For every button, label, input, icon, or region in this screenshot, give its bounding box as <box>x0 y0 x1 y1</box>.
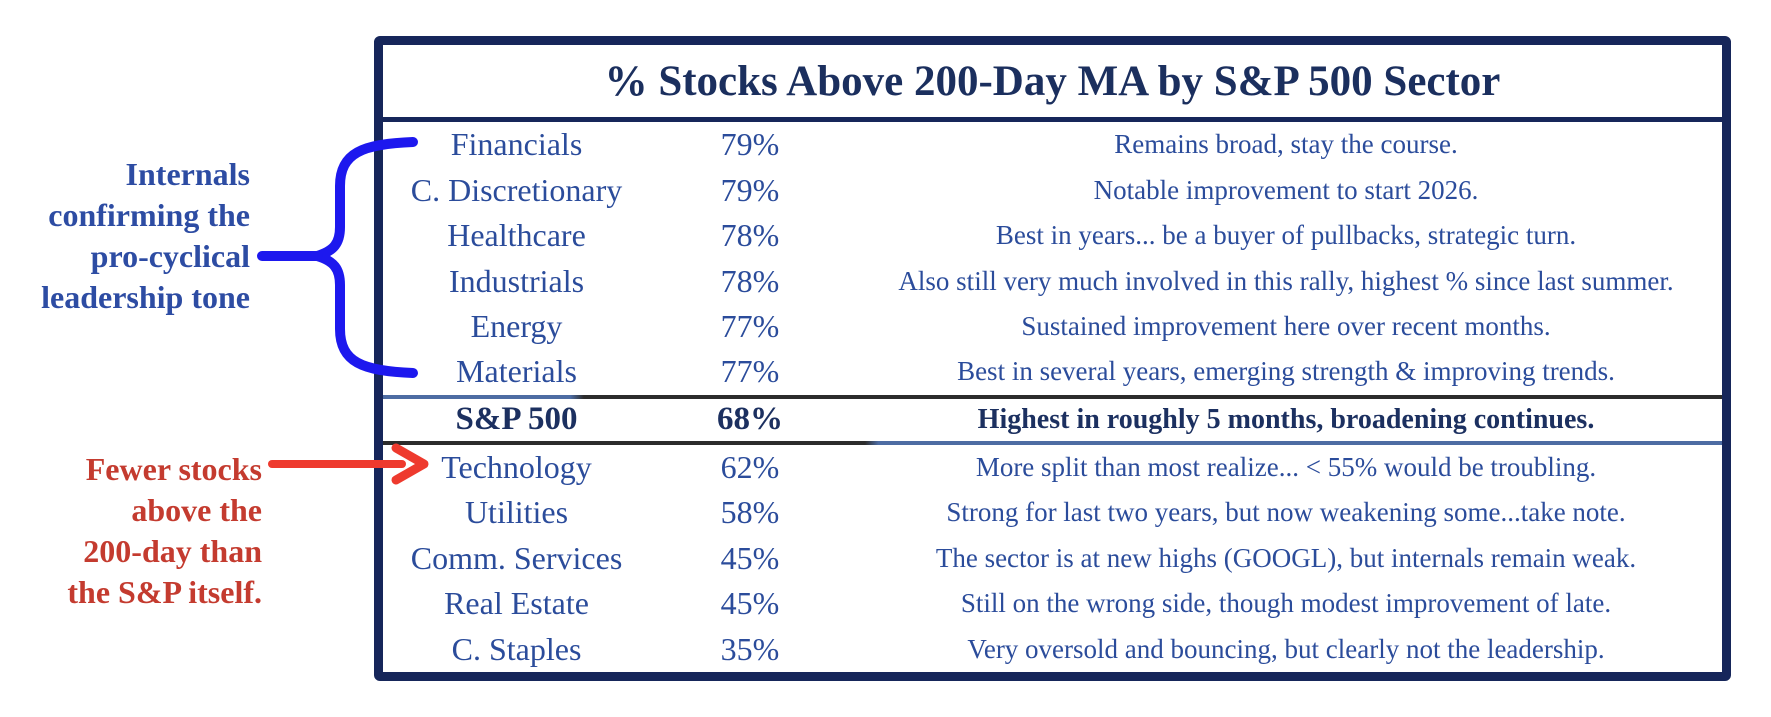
blue-annotation-line: Internals <box>125 156 250 192</box>
pct-cell: 62% <box>720 448 780 485</box>
sector-cell: C. Discretionary <box>410 171 623 208</box>
comment-cell: More split than most realize... < 55% wo… <box>975 451 1597 482</box>
table-rows: Financials 79% Remains broad, stay the cou… <box>383 122 1722 672</box>
sector-cell: Healthcare <box>447 217 586 254</box>
sector-cell: Financials <box>450 126 583 163</box>
table-row: C. Staples 35% Very oversold and bouncing,… <box>383 627 1722 672</box>
pct-cell: 79% <box>720 171 780 208</box>
comment-cell: Still on the wrong side, though modest i… <box>960 588 1612 619</box>
benchmark-divider-bottom <box>383 440 1722 445</box>
blue-annotation: Internals confirming the pro-cyclical le… <box>0 154 250 318</box>
pct-cell: 45% <box>720 539 780 576</box>
comment-cell: Highest in roughly 5 months, broadening … <box>977 403 1595 435</box>
pct-cell: 79% <box>720 126 780 163</box>
pct-cell: 35% <box>720 630 780 667</box>
red-annotation-line: Fewer stocks <box>85 451 262 487</box>
comment-cell: Also still very much involved in this ra… <box>898 265 1674 296</box>
table-row: Materials 77% Best in several years, emerg… <box>383 349 1722 394</box>
comment-cell: Notable improvement to start 2026. <box>1093 174 1479 205</box>
comment-cell: The sector is at new highs (GOOGL), but … <box>935 542 1637 573</box>
comment-cell: Best in years... be a buyer of pullbacks… <box>995 220 1577 251</box>
pct-cell: 68% <box>717 401 783 438</box>
table-row: Technology 62% More split than most realiz… <box>383 445 1722 490</box>
benchmark-row: S&P 500 68% Highest in roughly 5 months, b… <box>383 399 1722 441</box>
pct-cell: 78% <box>720 217 780 254</box>
table-title: % Stocks Above 200-Day MA by S&P 500 Sec… <box>383 45 1722 122</box>
comment-cell: Best in several years, emerging strength… <box>957 356 1615 387</box>
blue-annotation-line: confirming the <box>48 197 250 233</box>
table-row: C. Discretionary 79% Notable improvement t… <box>383 167 1722 212</box>
comment-cell: Sustained improvement here over recent m… <box>1021 311 1551 342</box>
red-annotation: Fewer stocks above the 200-day than the … <box>0 449 262 613</box>
blue-annotation-line: leadership tone <box>41 279 250 315</box>
pct-cell: 45% <box>720 585 780 622</box>
red-annotation-line: the S&P itself. <box>67 574 262 610</box>
pct-cell: 58% <box>720 494 780 531</box>
sector-cell: C. Staples <box>451 630 582 667</box>
blue-annotation-line: pro-cyclical <box>90 238 250 274</box>
table-row: Comm. Services 45% The sector is at new hi… <box>383 536 1722 581</box>
sector-cell: Energy <box>470 308 563 345</box>
sector-table: % Stocks Above 200-Day MA by S&P 500 Sec… <box>374 36 1731 681</box>
comment-cell: Strong for last two years, but now weake… <box>946 497 1626 528</box>
red-annotation-line: above the <box>131 492 262 528</box>
sector-cell: Real Estate <box>444 585 589 622</box>
table-row: Healthcare 78% Best in years... be a buyer… <box>383 213 1722 258</box>
pct-cell: 77% <box>720 353 780 390</box>
pct-cell: 78% <box>720 262 780 299</box>
sector-cell: Technology <box>441 448 592 485</box>
sector-cell: Materials <box>456 353 577 390</box>
table-row: Industrials 78% Also still very much invol… <box>383 258 1722 303</box>
table-row: Financials 79% Remains broad, stay the cou… <box>383 122 1722 167</box>
comment-cell: Very oversold and bouncing, but clearly … <box>967 633 1605 664</box>
sector-cell: Comm. Services <box>410 539 623 576</box>
benchmark-divider-top <box>383 394 1722 399</box>
pct-cell: 77% <box>720 308 780 345</box>
table-row: Real Estate 45% Still on the wrong side, t… <box>383 581 1722 626</box>
sector-cell: Utilities <box>464 494 569 531</box>
comment-cell: Remains broad, stay the course. <box>1114 129 1458 160</box>
red-annotation-line: 200-day than <box>83 533 262 569</box>
table-row: Utilities 58% Strong for last two years, b… <box>383 490 1722 535</box>
sector-cell: Industrials <box>448 262 585 299</box>
table-row: Energy 77% Sustained improvement here over… <box>383 304 1722 349</box>
sector-cell: S&P 500 <box>455 401 578 438</box>
